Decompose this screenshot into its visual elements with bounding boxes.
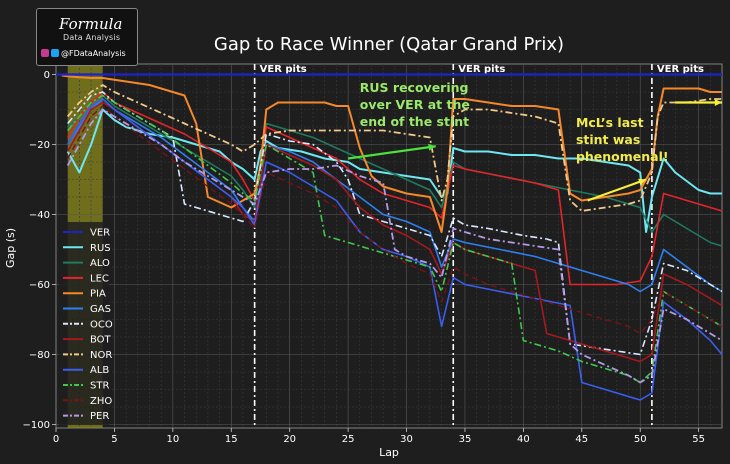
- legend-label-alb: ALB: [90, 365, 109, 376]
- annotation-line: end of the stint: [360, 114, 469, 129]
- pit-marker-label: VER pits: [260, 64, 307, 75]
- legend-label-pia: PIA: [90, 289, 106, 300]
- x-tick-label: 0: [53, 434, 59, 445]
- series-line-per: [66, 108, 723, 384]
- x-tick-label: 20: [283, 434, 296, 445]
- series-line-zho: [67, 105, 723, 335]
- plot-frame: [55, 63, 723, 429]
- twitter-icon: [51, 49, 59, 57]
- annotation-text-1: RUS recovering over VER at the end of the …: [360, 80, 470, 129]
- annotation-line: McL’s last: [576, 115, 644, 130]
- x-axis-label: Lap: [379, 446, 399, 459]
- legend-label-oco: OCO: [90, 319, 113, 330]
- chart-title: Gap to Race Winner (Qatar Grand Prix): [214, 34, 564, 55]
- legend-label-ver: VER: [90, 228, 110, 239]
- x-tick-label: 45: [575, 434, 588, 445]
- logo: Formula Data Analysis @FDataAnalysis: [36, 8, 138, 66]
- y-tick-label: −20: [29, 140, 50, 151]
- annotation-line: stint was: [576, 132, 640, 147]
- series-line-nor: [67, 84, 722, 212]
- pit-marker-label: VER pits: [458, 64, 505, 75]
- annotation-arrow-1-head: [428, 143, 436, 151]
- annotation-arrow-1: [347, 145, 436, 160]
- legend-label-gas: GAS: [90, 304, 111, 315]
- annotation-arrow-2-head: [638, 178, 647, 186]
- legend-label-str: STR: [90, 381, 109, 392]
- series-line-gas: [67, 98, 723, 293]
- x-tick-label: 5: [111, 434, 117, 445]
- x-tick-label: 50: [634, 434, 647, 445]
- x-tick-label: 30: [400, 434, 413, 445]
- x-tick-label: 55: [692, 434, 705, 445]
- legend-label-bot: BOT: [90, 335, 112, 346]
- annotation-arrow-2: [587, 178, 647, 202]
- y-tick-label: −80: [29, 350, 50, 361]
- legend-label-rus: RUS: [90, 243, 111, 254]
- series-line-alb: [67, 98, 723, 401]
- y-tick-label: −40: [29, 210, 50, 221]
- x-tick-label: 40: [517, 434, 530, 445]
- y-axis-label: Gap (s): [4, 228, 17, 268]
- annotation-line: phenomenal!: [576, 149, 669, 164]
- x-tick-label: 10: [166, 434, 179, 445]
- y-tick-label: −60: [29, 280, 50, 291]
- logo-brand: Formula: [59, 15, 123, 33]
- logo-subtitle: Data Analysis: [63, 33, 121, 42]
- logo-handle-row: @FDataAnalysis: [41, 49, 126, 58]
- x-tick-label: 15: [225, 434, 238, 445]
- x-tick-label: 35: [459, 434, 472, 445]
- legend-label-alo: ALO: [90, 258, 110, 269]
- legend-label-per: PER: [90, 411, 109, 422]
- logo-handle: @FDataAnalysis: [61, 49, 126, 58]
- legend-label-nor: NOR: [90, 350, 112, 361]
- annotation-text-2: McL’s last stint was phenomenal!: [576, 115, 669, 164]
- legend-label-lec: LEC: [90, 273, 109, 284]
- x-tick-label: 25: [342, 434, 355, 445]
- instagram-icon: [41, 49, 49, 57]
- series-line-pia: [61, 74, 722, 233]
- plot-area: 0 5 10 15 20 25 30 35 40 45 50 55 0 −20 −40 −60 −80 −100 V…: [23, 63, 723, 445]
- annotation-line: RUS recovering: [360, 80, 469, 95]
- y-tick-label: −100: [23, 420, 50, 431]
- annotation-line: over VER at the: [360, 97, 470, 112]
- annotation-arrow-2b-head: [714, 99, 722, 106]
- pit-marker-label: VER pits: [657, 64, 704, 75]
- legend-label-zho: ZHO: [90, 396, 112, 407]
- y-tick-label: 0: [44, 70, 50, 81]
